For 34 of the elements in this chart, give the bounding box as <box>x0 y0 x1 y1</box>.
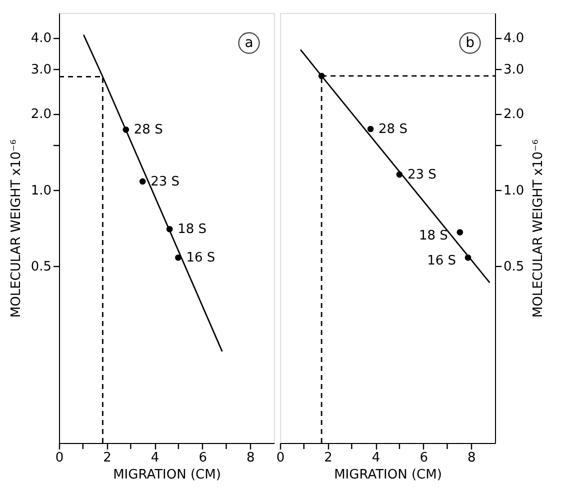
annotation: 18 S <box>178 222 207 238</box>
y-tick-label: 2.0 <box>504 107 524 122</box>
y-tick-label: 0.5 <box>504 260 524 275</box>
y-tick-label: 2.0 <box>30 107 52 122</box>
x-tick-label: 8 <box>467 450 476 466</box>
y-tick-label: 1.0 <box>30 183 52 198</box>
annotation: 16 S <box>427 254 456 269</box>
x-tick-label: 4 <box>372 450 380 466</box>
y-axis-title: MOLECULAR WEIGHT x10⁻⁶ <box>531 139 546 318</box>
y-tick-label: 4.0 <box>30 31 52 46</box>
annotation: 28 S <box>378 122 408 138</box>
y-tick-label: 4.0 <box>504 31 524 46</box>
annotation: b <box>466 35 475 51</box>
x-tick-label: 0 <box>55 450 64 466</box>
x-axis-title: MIGRATION (CM) <box>113 468 221 482</box>
annotation: 28 S <box>134 122 163 138</box>
x-tick-label: 2 <box>103 450 112 466</box>
annotation: 18 S <box>418 228 448 244</box>
x-tick-label: 6 <box>420 450 428 466</box>
annotation: a <box>244 35 254 51</box>
y-tick-label: 1.0 <box>504 183 524 198</box>
x-tick-label: 8 <box>246 450 255 466</box>
x-tick-label: 0 <box>276 450 285 466</box>
x-axis-title: MIGRATION (CM) <box>334 468 442 482</box>
annotation: 16 S <box>186 250 216 266</box>
x-tick-label: 2 <box>324 450 332 466</box>
y-tick-label: 3.0 <box>30 62 52 78</box>
annotation: 23 S <box>407 168 436 183</box>
annotation: 23 S <box>150 174 180 190</box>
y-tick-label: 3.0 <box>504 62 524 78</box>
x-tick-label: 4 <box>150 450 160 466</box>
y-axis-title: MOLECULAR WEIGHT x10⁻⁶ <box>8 139 24 318</box>
x-tick-label: 6 <box>198 450 207 466</box>
y-tick-label: 0.5 <box>30 260 52 275</box>
